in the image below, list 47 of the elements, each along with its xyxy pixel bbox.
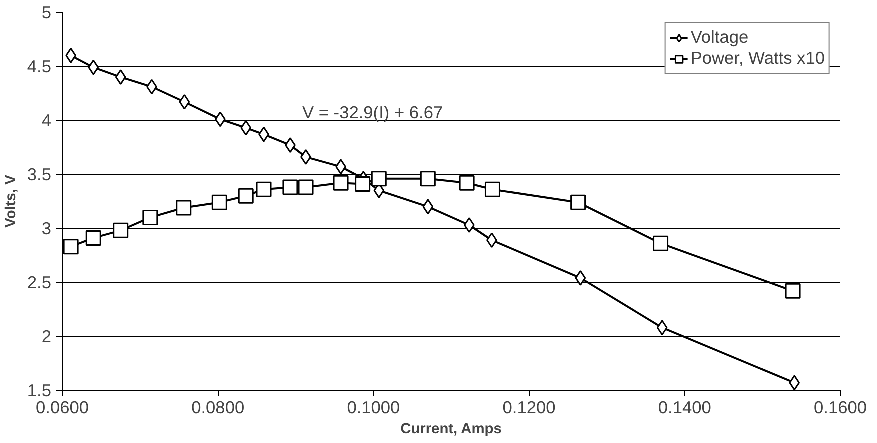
point (115, 70, 126, 86)
y-axis-title: Volts, V (3, 174, 20, 228)
point (176, 200, 192, 216)
y-tick-label: 2.5 (27, 272, 52, 292)
point (656, 320, 668, 336)
point (63, 239, 79, 255)
legend-label: Power, Watts x10 (690, 48, 825, 69)
point (113, 222, 129, 238)
point (459, 175, 475, 191)
x-tick-label: 0.1400 (658, 398, 712, 418)
point (653, 236, 669, 252)
point (282, 180, 298, 196)
y-tick-label: 5 (42, 2, 52, 22)
point (464, 218, 475, 234)
point (420, 171, 436, 187)
x-tick-label: 0.0600 (36, 398, 89, 418)
x-axis-title: Current, Amps (400, 422, 502, 438)
point (785, 283, 801, 299)
y-tick-label: 4.5 (27, 56, 52, 76)
point (422, 199, 434, 215)
point (240, 120, 252, 136)
point (371, 171, 387, 187)
point (789, 375, 800, 390)
point (570, 194, 586, 210)
point (238, 188, 254, 204)
point (86, 230, 102, 246)
y-tick-label: 3 (42, 218, 52, 238)
point (575, 270, 586, 286)
point (142, 210, 158, 226)
point (88, 60, 100, 76)
point (333, 175, 349, 191)
legend-label: Voltage (690, 27, 749, 48)
x-tick-label: 0.1200 (502, 398, 556, 418)
y-tick-label: 1.5 (27, 380, 52, 400)
point (298, 180, 314, 196)
x-tick-label: 0.1000 (347, 398, 400, 418)
annotation: V = -32.9(I) + 6.67 (302, 102, 444, 122)
x-tick-label: 0.1600 (814, 398, 867, 418)
point (484, 182, 500, 198)
y-tick-label: 2 (42, 326, 52, 346)
x-tick-label: 0.0800 (192, 398, 245, 418)
point (212, 194, 228, 210)
y-tick-label: 3.5 (27, 164, 52, 184)
y-tick-label: 4 (42, 110, 52, 130)
point (355, 176, 371, 192)
point (179, 94, 190, 110)
point (256, 182, 272, 198)
